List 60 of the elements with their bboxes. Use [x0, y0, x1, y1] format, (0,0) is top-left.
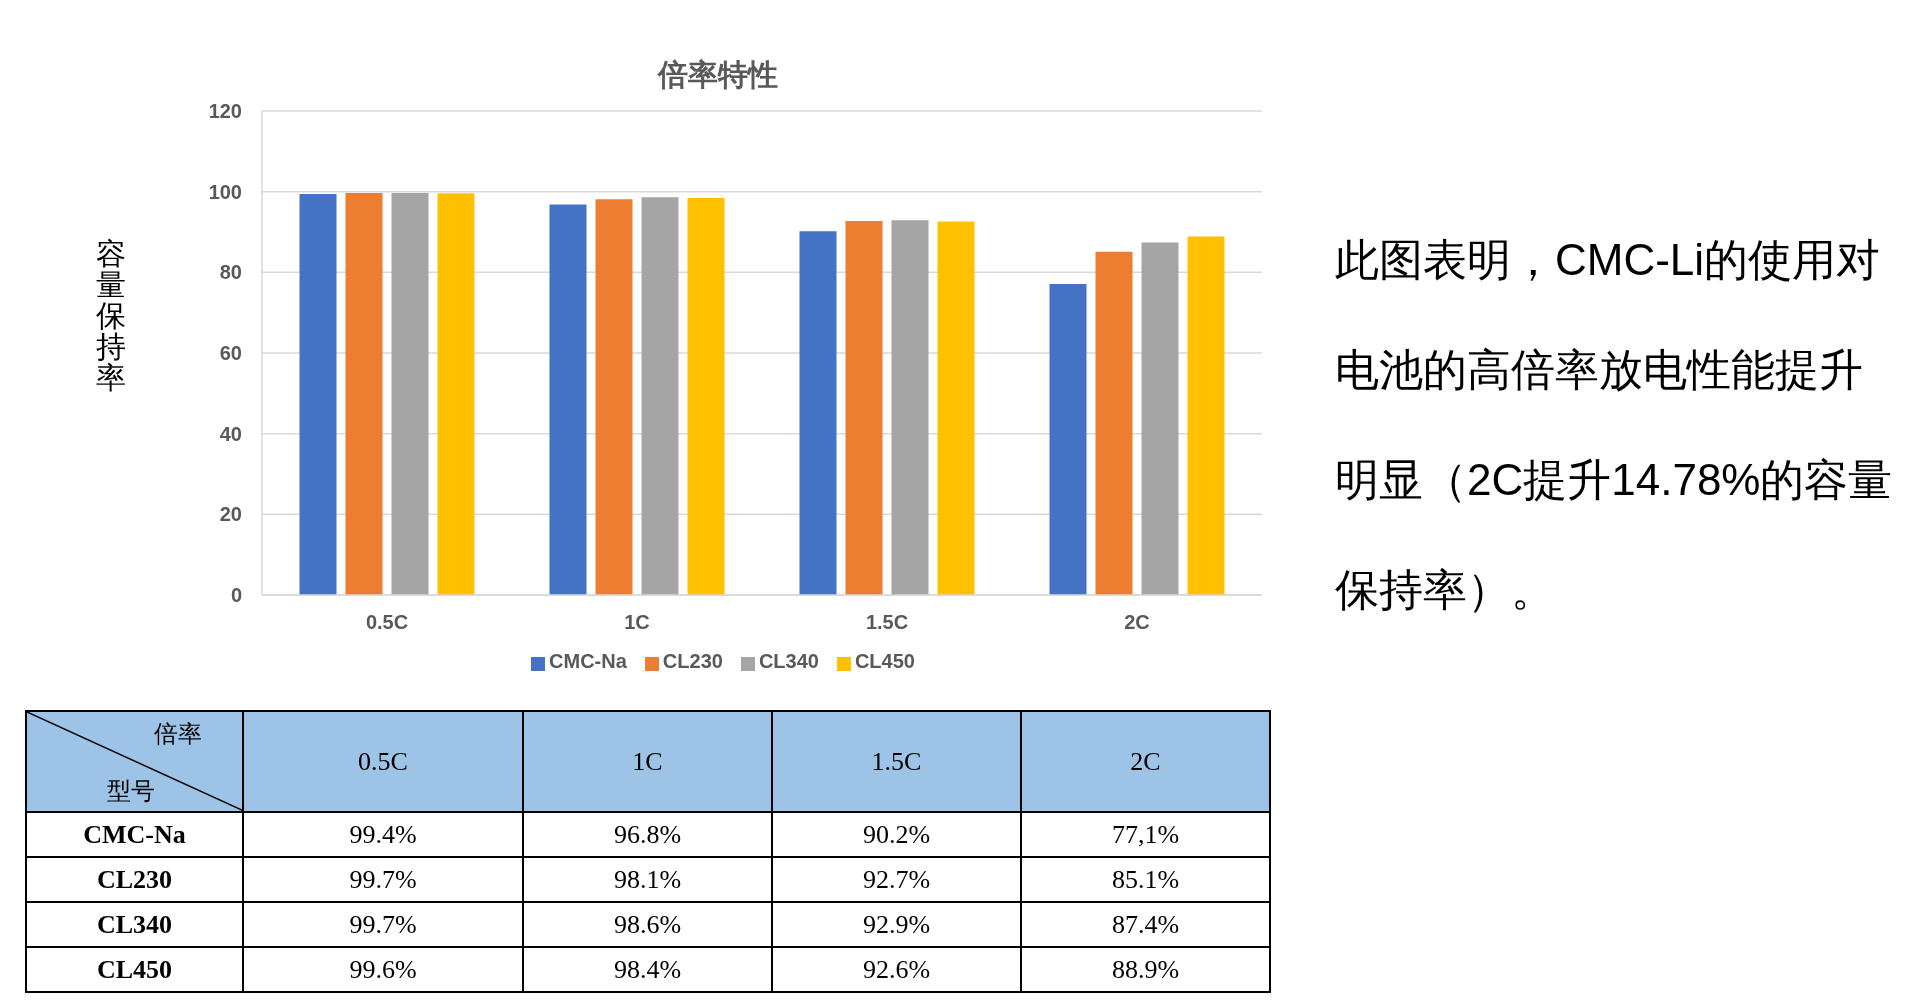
bar: [641, 197, 679, 595]
data-label: 99.7%: [243, 857, 523, 902]
y-tick-label: 60: [219, 342, 242, 365]
bar: [845, 221, 883, 595]
data-label: 99.6%: [243, 947, 523, 992]
data-label: 87.4%: [1021, 902, 1270, 947]
bar: [937, 221, 975, 595]
text: CL450: [96, 954, 173, 984]
legend-label: CL230: [662, 650, 723, 672]
bar: [299, 194, 337, 595]
bar: [799, 231, 837, 595]
data-label: 96.8%: [523, 812, 772, 857]
data-label: 88.9%: [1021, 947, 1270, 992]
x-tick-label: 2C: [1124, 611, 1150, 634]
bar: [391, 192, 429, 595]
category-label: 1.5C: [871, 746, 922, 776]
y-tick-label: 100: [208, 180, 242, 203]
y-axis-title: 容量保持率: [95, 237, 127, 394]
x-tick-label: 1C: [624, 611, 650, 634]
text: CL230: [96, 864, 173, 894]
y-tick-label: 20: [219, 503, 242, 526]
legend-label: CMC-Na: [549, 650, 627, 672]
data-label: 99.7%: [243, 902, 523, 947]
data-label: 99.4%: [243, 812, 523, 857]
text: CL340: [96, 909, 173, 939]
legend-label: CL340: [758, 650, 819, 672]
bar: [891, 220, 929, 595]
bar: [1095, 251, 1133, 595]
category-label: 0.5C: [358, 746, 408, 776]
y-tick-label: 0: [230, 584, 242, 607]
bar: [687, 198, 725, 595]
bar: [1141, 242, 1179, 595]
bar: [549, 204, 587, 595]
text: 此图表明，CMC-Li的使用对电池的高倍率放电性能提升明显（2C提升14.78%的容量保持率）。: [1335, 235, 1893, 614]
data-label: 98.1%: [523, 857, 772, 902]
bar: [595, 199, 633, 595]
text: 型号: [107, 777, 155, 806]
y-tick-label: 40: [219, 422, 242, 445]
x-tick-label: 1.5C: [865, 611, 909, 634]
data-label: 98.4%: [523, 947, 772, 992]
bar: [1187, 236, 1225, 595]
bar: [1049, 284, 1087, 595]
y-tick-label: 120: [208, 100, 242, 123]
data-label: 92.7%: [772, 857, 1021, 902]
data-label: 85.1%: [1021, 857, 1270, 902]
y-tick-label: 80: [219, 261, 242, 284]
data-label: 98.6%: [523, 902, 772, 947]
data-label: 90.2%: [772, 812, 1021, 857]
legend-label: CL450: [854, 650, 915, 672]
bar: [437, 193, 475, 595]
bar: [345, 192, 383, 595]
category-label: 2C: [1130, 746, 1161, 776]
data-label: 77,1%: [1021, 812, 1270, 857]
data-label: 92.6%: [772, 947, 1021, 992]
data-label: 92.9%: [772, 902, 1021, 947]
x-tick-label: 0.5C: [365, 611, 409, 634]
chart-title: 倍率特性: [656, 57, 779, 93]
text: 倍率: [154, 720, 202, 749]
text: CMC-Na: [83, 819, 186, 849]
category-label: 1C: [632, 746, 663, 776]
